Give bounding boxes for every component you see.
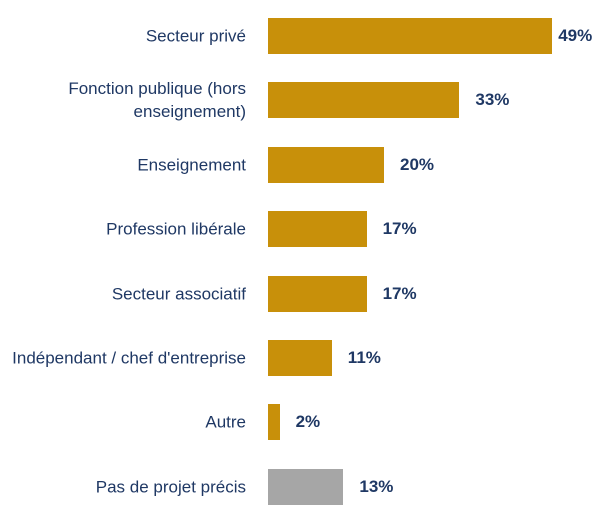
bar <box>268 18 553 54</box>
value-label: 13% <box>359 476 394 496</box>
value-label: 33% <box>475 90 510 110</box>
bar <box>268 340 332 376</box>
value-label: 49% <box>558 26 593 45</box>
category-label: Autre <box>205 412 246 432</box>
bar <box>268 275 367 312</box>
category-label: Profession libérale <box>106 219 246 239</box>
value-label: 17% <box>382 219 417 239</box>
category-label: Pas de projet précis <box>95 477 246 497</box>
bar <box>268 82 460 119</box>
bar <box>268 146 384 183</box>
value-label: 2% <box>295 412 321 432</box>
category-label: Enseignement <box>137 155 246 175</box>
value-label: 17% <box>382 283 417 303</box>
category-label: Fonction publique (hors enseignement) <box>68 79 246 122</box>
value-label: 20% <box>400 154 435 174</box>
bar <box>268 211 367 248</box>
category-label: Secteur privé <box>145 26 246 46</box>
bar <box>268 404 280 441</box>
category-label: Secteur associatif <box>111 284 246 304</box>
value-label: 11% <box>347 348 381 367</box>
bar <box>268 468 344 505</box>
category-label: Indépendant / chef d'entreprise <box>12 348 246 368</box>
